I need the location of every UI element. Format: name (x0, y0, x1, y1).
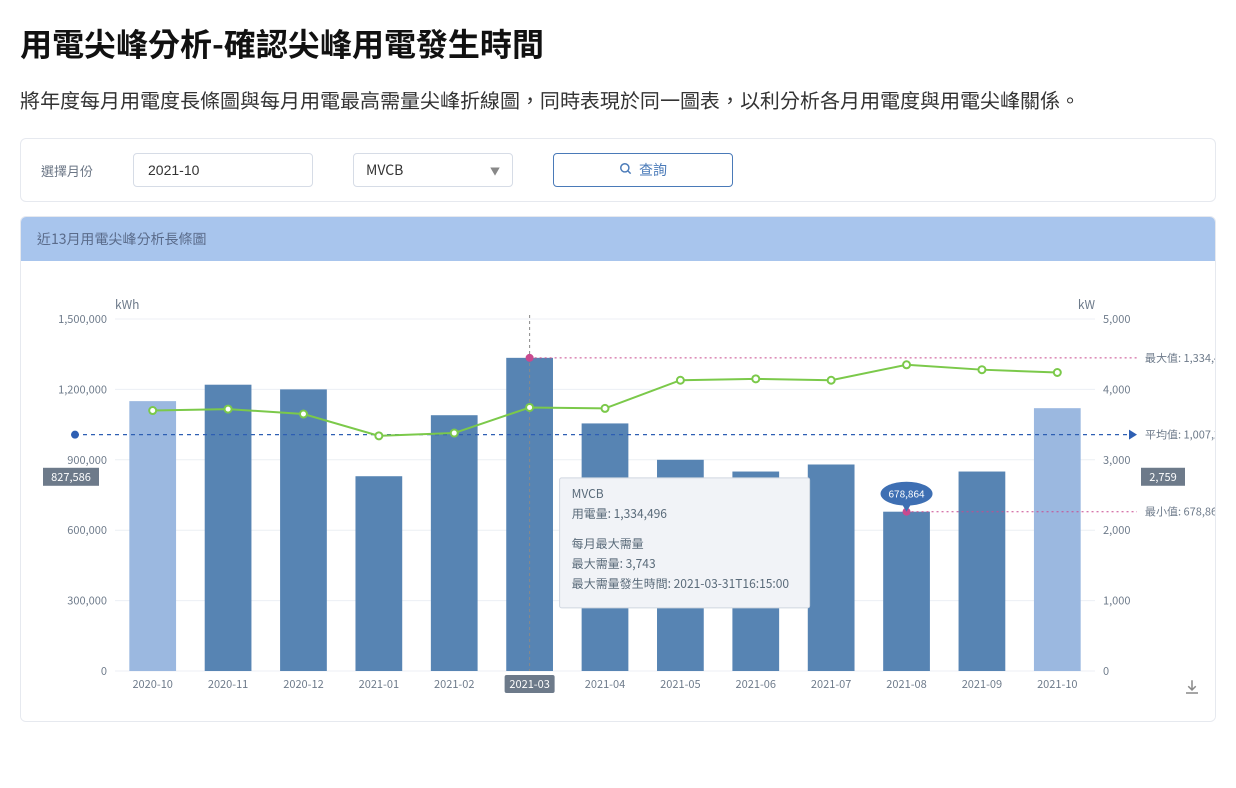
svg-text:每月最大需量: 每月最大需量 (572, 535, 644, 552)
svg-text:2021-04: 2021-04 (585, 676, 625, 692)
search-icon (619, 162, 633, 179)
svg-text:600,000: 600,000 (67, 522, 107, 538)
svg-text:2021-02: 2021-02 (434, 676, 474, 692)
svg-text:2020-11: 2020-11 (208, 676, 248, 692)
svg-text:5,000: 5,000 (1103, 311, 1130, 327)
svg-text:678,864: 678,864 (888, 486, 925, 501)
combo-chart: kWh kW 0 300,000 600,000 900,000 1,200,000 1,50… (35, 291, 1215, 711)
page-title: 用電尖峰分析-確認尖峰用電發生時間 (20, 20, 1216, 66)
download-icon[interactable] (1183, 677, 1201, 701)
svg-text:平均值: 1,007,206kW: 平均值: 1,007,206kW (1145, 427, 1215, 443)
page-subtitle: 將年度每月用電度長條圖與每月用電最高需量尖峰折線圖，同時表現於同一圖表，以利分析… (20, 82, 1216, 118)
chart-body: kWh kW 0 300,000 600,000 900,000 1,200,000 1,50… (21, 261, 1215, 721)
svg-text:827,586: 827,586 (51, 469, 91, 485)
svg-text:4,000: 4,000 (1103, 381, 1130, 397)
svg-text:2,759: 2,759 (1149, 469, 1176, 485)
svg-text:2021-09: 2021-09 (962, 676, 1002, 692)
svg-text:最大需量: 3,743: 最大需量: 3,743 (572, 555, 656, 572)
svg-text:2021-06: 2021-06 (736, 676, 776, 692)
svg-text:1,000: 1,000 (1103, 593, 1130, 609)
svg-text:2021-10: 2021-10 (1037, 676, 1077, 692)
svg-text:1,200,000: 1,200,000 (58, 381, 107, 397)
svg-text:900,000: 900,000 (67, 452, 107, 468)
svg-text:最大需量發生時間: 2021-03-31T16:15:00: 最大需量發生時間: 2021-03-31T16:15:00 (572, 575, 790, 592)
svg-text:kWh: kWh (115, 296, 139, 313)
svg-text:2,000: 2,000 (1103, 522, 1130, 538)
query-button[interactable]: 查詢 (553, 153, 733, 187)
svg-text:2021-03: 2021-03 (509, 676, 549, 692)
svg-text:2021-07: 2021-07 (811, 676, 851, 692)
svg-text:0: 0 (101, 663, 107, 679)
svg-text:2021-08: 2021-08 (886, 676, 926, 692)
query-button-label: 查詢 (639, 160, 667, 180)
filter-bar: 選擇月份 MVCB ▼ 查詢 (20, 138, 1216, 202)
chart-panel: 近13月用電尖峰分析長條圖 kWh kW 0 300,000 600,000 900,00… (20, 216, 1216, 722)
svg-text:MVCB: MVCB (572, 485, 604, 502)
svg-text:最小值: 678,864kW: 最小值: 678,864kW (1145, 504, 1215, 520)
month-label: 選擇月份 (41, 161, 93, 180)
svg-text:300,000: 300,000 (67, 593, 107, 609)
svg-text:2021-05: 2021-05 (660, 676, 700, 692)
chart-panel-title: 近13月用電尖峰分析長條圖 (21, 217, 1215, 261)
chevron-down-icon: ▼ (490, 163, 500, 178)
svg-text:2020-10: 2020-10 (132, 676, 172, 692)
svg-text:最大值: 1,334,496kW: 最大值: 1,334,496kW (1145, 350, 1215, 366)
svg-text:2021-01: 2021-01 (359, 676, 399, 692)
svg-text:1,500,000: 1,500,000 (58, 311, 107, 327)
svg-text:0: 0 (1103, 663, 1109, 679)
device-select[interactable]: MVCB ▼ (353, 153, 513, 187)
svg-text:2020-12: 2020-12 (283, 676, 323, 692)
svg-text:3,000: 3,000 (1103, 452, 1130, 468)
month-input[interactable] (133, 153, 313, 187)
svg-text:用電量: 1,334,496: 用電量: 1,334,496 (572, 505, 668, 522)
svg-text:kW: kW (1078, 296, 1096, 313)
device-select-value: MVCB (366, 160, 403, 180)
